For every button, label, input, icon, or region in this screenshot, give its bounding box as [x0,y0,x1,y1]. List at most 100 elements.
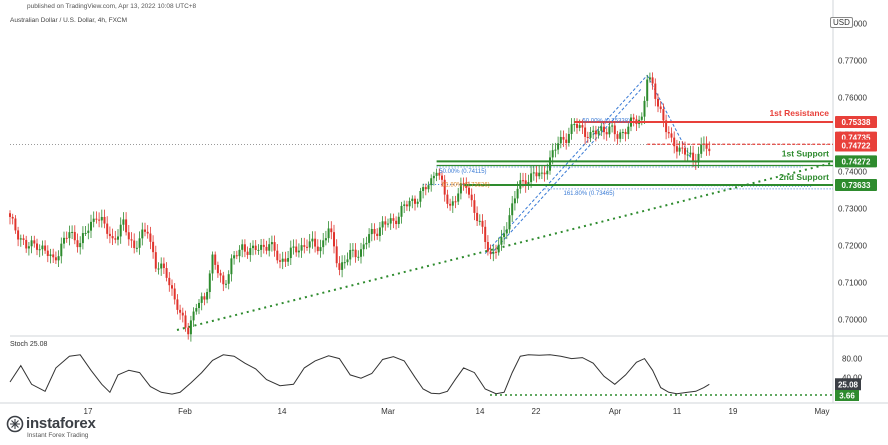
candle-body [273,242,276,251]
candle-body [662,109,665,121]
candle-body [335,246,338,264]
candle-body [389,218,392,224]
ascending-trendline [176,162,833,331]
candle-body [81,233,84,244]
candle-body [354,249,357,258]
candle-body [654,83,657,99]
candle-body [432,175,435,179]
candle-body [216,264,219,274]
candle-body [405,204,408,207]
candle-body [584,127,587,137]
candle-body [457,193,460,202]
candle-body [365,242,368,245]
candle-body [516,188,519,199]
candle-body [192,311,195,321]
candle-body [235,255,238,257]
candle-body [22,238,25,240]
candle-body [624,131,627,135]
candle-body [360,249,362,257]
candle-body [565,139,568,143]
candle-body [25,239,28,249]
candle-body [468,187,470,195]
candle-body [160,263,163,269]
candle-body [678,147,681,152]
candle-body [411,198,414,201]
candle-body [152,241,155,253]
candle-body [176,299,179,310]
candle-body [659,106,662,110]
candle-body [44,245,47,251]
candle-body [92,218,95,222]
candle-body [154,252,157,269]
candle-body [119,224,122,237]
candle-body [708,148,711,152]
candle-body [700,144,703,154]
candle-body [14,218,17,231]
candle-body [697,153,700,163]
stoch-label: Stoch 25.08 [10,341,48,348]
candle-body [73,231,76,241]
fib-label: 61.80% (0.73526) [442,182,490,188]
fib-ray-line [646,75,691,158]
candle-body [33,240,36,244]
candle-body [532,172,535,174]
candle-body [692,152,695,161]
candle-body [222,275,225,285]
candle-body [198,302,200,309]
candle-body [260,244,263,250]
candle-body [254,245,257,251]
candle-body [179,309,182,313]
stoch-series-line [9,354,710,395]
candle-body [503,233,506,238]
candle-body [52,254,55,258]
candle-body [675,146,678,152]
candle-body [79,243,82,248]
candle-body [611,125,614,127]
candle-body [311,238,314,242]
candle-body [68,232,71,239]
candle-body [200,296,203,303]
candle-body [341,262,344,270]
candle-body [57,256,60,261]
candle-body [373,228,376,234]
brand-tagline: Instant Forex Trading [27,432,89,439]
currency-button[interactable]: USD [830,17,853,28]
candle-body [71,231,74,233]
candle-body [95,218,98,220]
candle-body [308,241,311,248]
candle-body [122,219,125,225]
candle-body [106,223,109,234]
candle-body [11,216,14,219]
current-price-badge-bg [835,139,877,152]
candle-body [403,204,406,206]
candle-body [438,172,441,176]
candle-body [349,249,352,260]
candle-body [90,221,92,231]
candle-body [287,258,290,262]
candle-body [38,249,41,251]
candle-body [419,191,422,202]
candle-body [149,233,152,242]
candle-body [665,120,668,133]
candle-body [233,255,236,259]
support-2-badge: 0.73633 [842,181,871,190]
candle-body [573,124,576,126]
candle-body [249,248,252,255]
candle-body [203,296,206,300]
candle-body [384,221,387,225]
candle-body [589,132,592,138]
candle-body [324,238,327,241]
candle-body [449,203,452,206]
candle-body [370,228,373,235]
candle-body [559,136,562,144]
time-tick-label: 19 [729,407,738,416]
candle-body [98,219,101,221]
candle-body [243,244,246,252]
candle-body [319,247,322,252]
candle-body [592,130,595,133]
candle-body [276,250,279,261]
candle-body [451,201,454,206]
candle-body [181,312,184,316]
candle-body [125,219,128,233]
candle-body [46,250,49,257]
